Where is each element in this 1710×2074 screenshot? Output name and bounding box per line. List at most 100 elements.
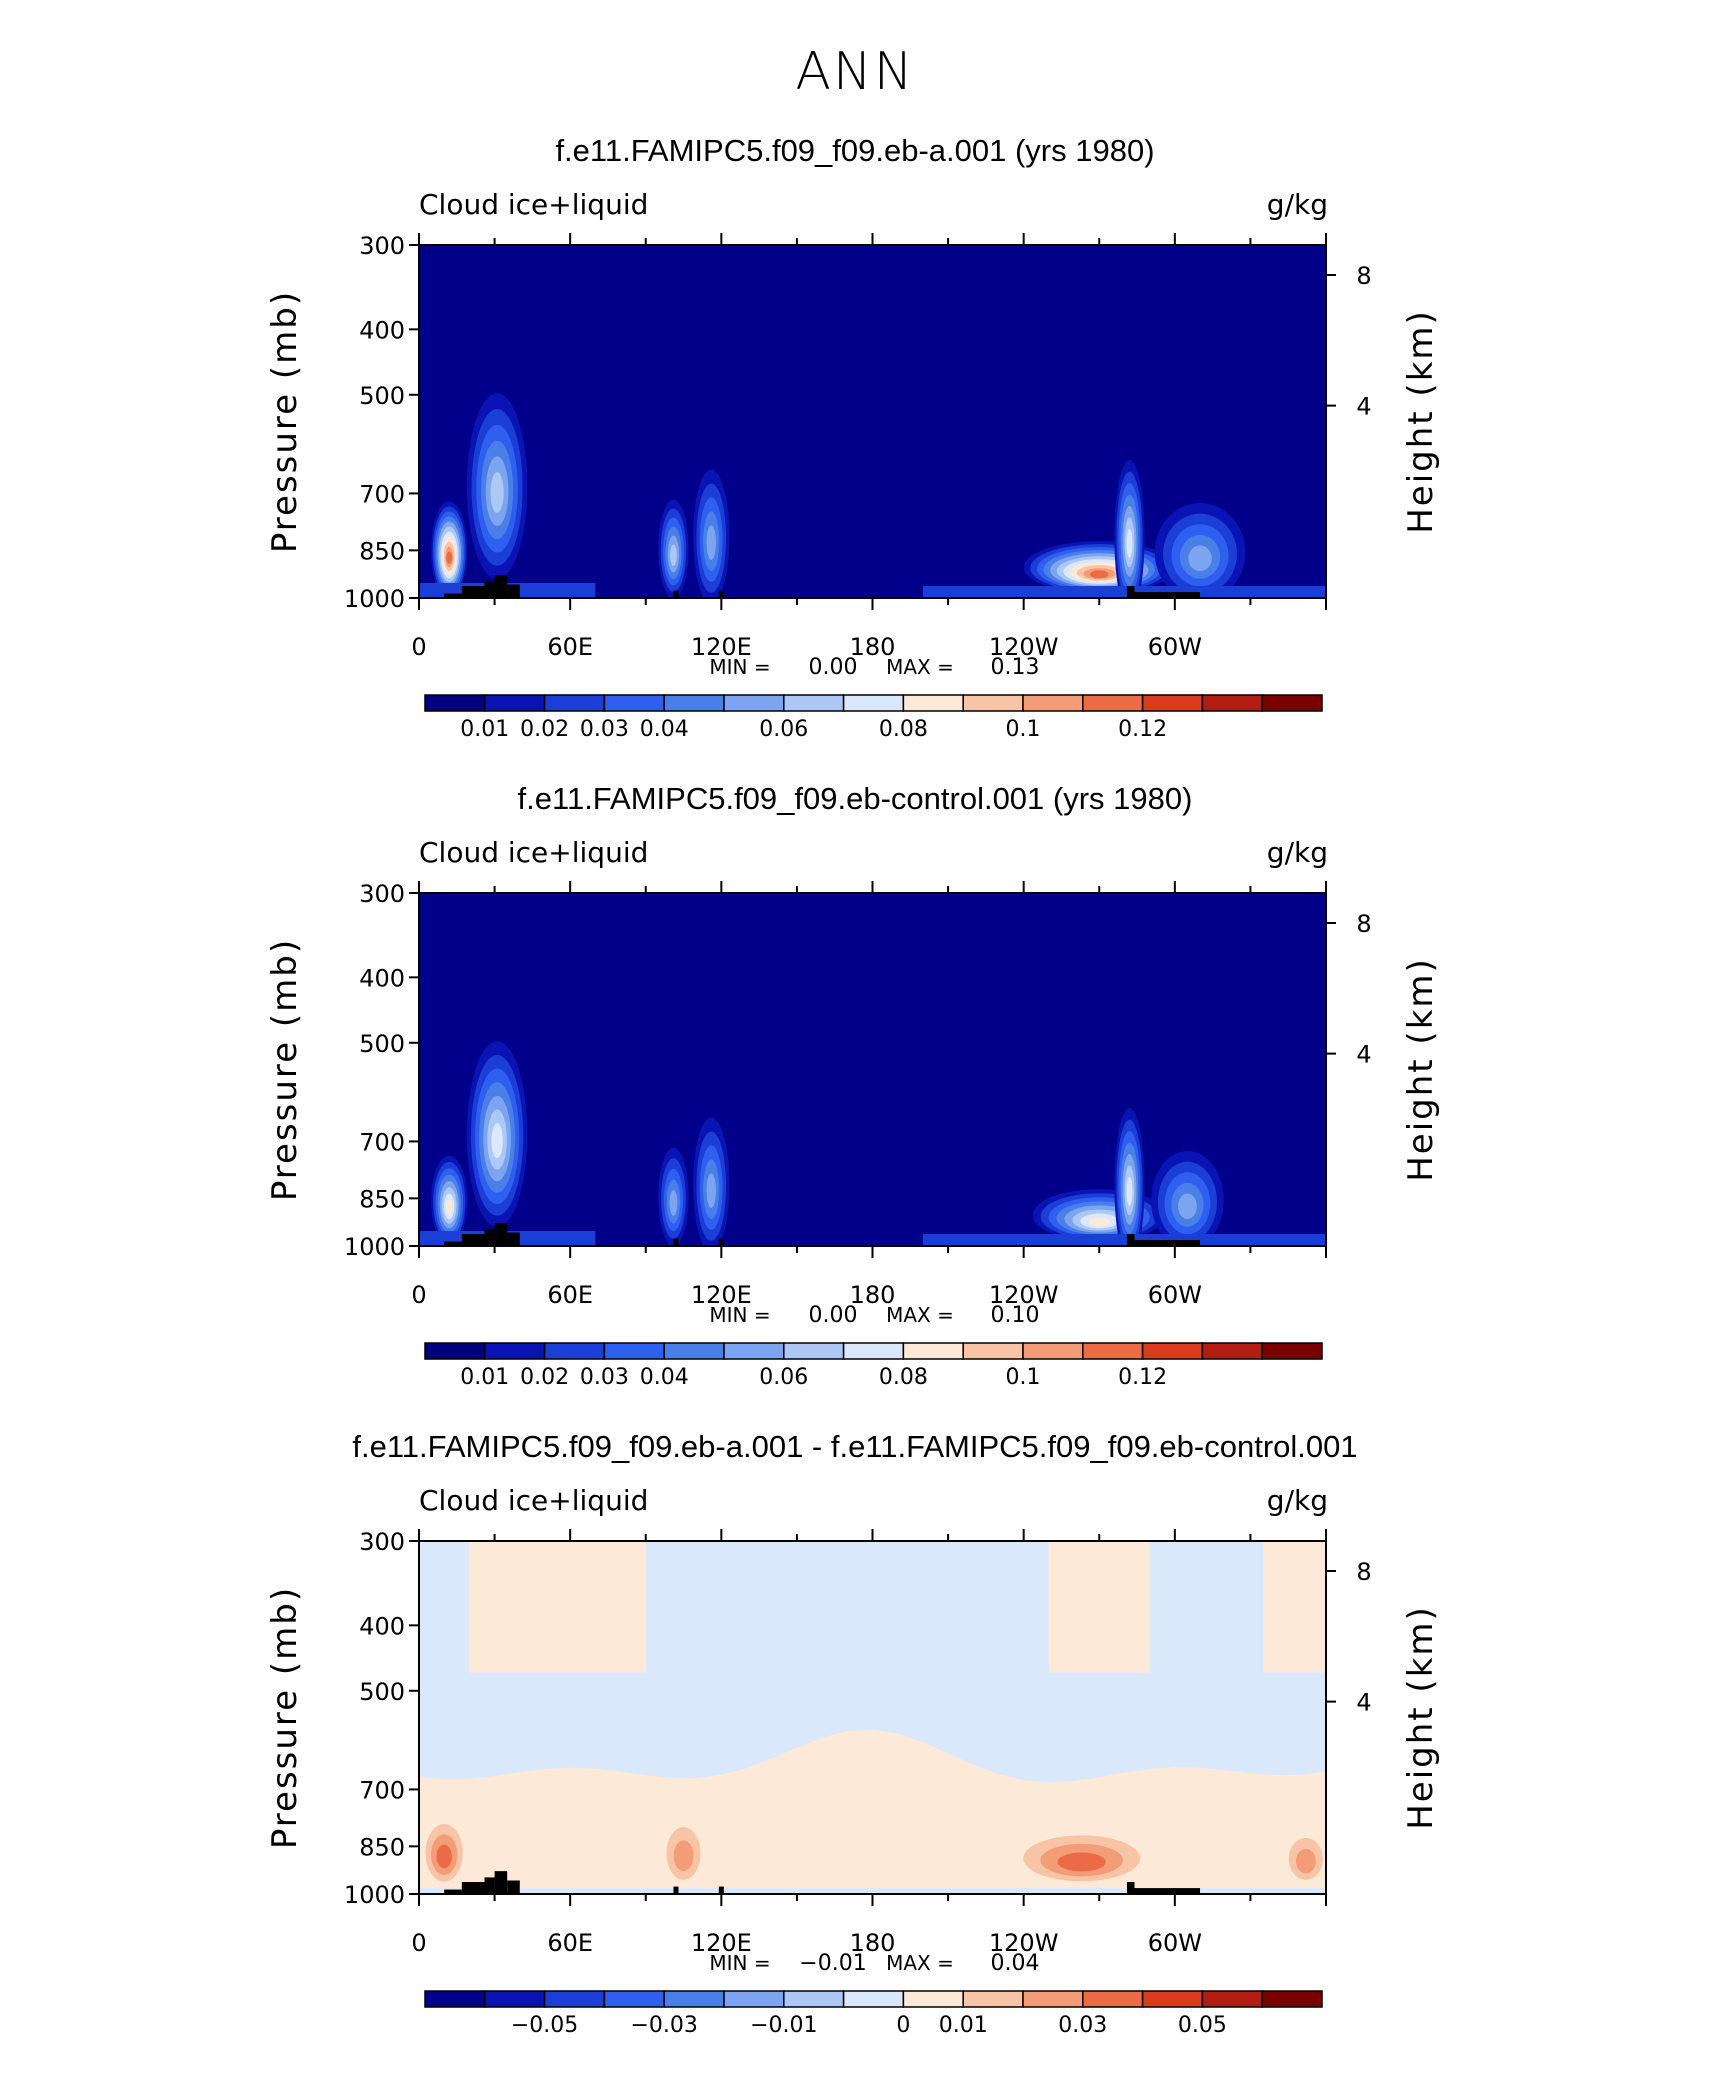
colorbar-swatch: [603, 1342, 665, 1360]
plot-area: [419, 1541, 1326, 1894]
y2-axis-label: Height (km): [1401, 957, 1441, 1182]
colorbar-swatch: [783, 694, 845, 712]
colorbar-swatch: [842, 1990, 905, 2008]
units-label: g/kg: [1267, 836, 1328, 869]
y-tick-label: 300: [359, 880, 405, 908]
stats-max-label: MAX =: [886, 655, 954, 679]
land-mask: [507, 1232, 520, 1246]
contour-level: [1178, 1193, 1197, 1220]
colorbar-swatch: [902, 694, 964, 712]
x-tick-label: 60W: [1148, 1929, 1202, 1957]
y-tick-label: 700: [359, 1128, 405, 1156]
colorbar-label: 0.1: [1006, 717, 1041, 742]
land-mask: [1126, 1882, 1135, 1894]
stats-min-value: 0.00: [809, 1303, 858, 1328]
variable-label: Cloud ice+liquid: [419, 836, 648, 869]
y-tick-label: 300: [359, 1528, 405, 1556]
y-axis-label: Pressure (mb): [265, 290, 305, 553]
chart-title: f.e11.FAMIPC5.f09_f09.eb-a.001 - f.e11.F…: [352, 1429, 1357, 1464]
colorbar-swatch: [484, 694, 546, 712]
colorbar-label: 0.03: [1058, 2013, 1107, 2038]
colorbar-swatch: [1022, 1990, 1084, 2008]
colorbar-swatch: [902, 1342, 964, 1360]
colorbar-swatch: [484, 1342, 546, 1360]
x-tick-label: 180: [850, 633, 896, 661]
data-feature: [431, 501, 468, 598]
colorbar-swatch: [962, 1342, 1024, 1360]
colorbar-swatch: [1261, 1342, 1323, 1360]
y-tick-label: 500: [359, 1678, 405, 1706]
colorbar-label: 0.1: [1006, 1365, 1041, 1390]
x-tick-label: 180: [850, 1929, 896, 1957]
contour-level: [1126, 528, 1133, 558]
chart-panel-2: f.e11.FAMIPC5.f09_f09.eb-control.001 (yr…: [265, 781, 1441, 1390]
land-mask: [718, 590, 724, 598]
land-mask: [718, 1238, 724, 1246]
land-mask: [461, 586, 485, 598]
land-mask: [673, 1238, 679, 1246]
data-feature: [466, 393, 528, 580]
land-mask: [1134, 1888, 1201, 1894]
y2-axis-label: Height (km): [1401, 309, 1441, 534]
data-feature: [1114, 460, 1145, 598]
y2-tick-label: 4: [1356, 1689, 1371, 1717]
colorbar-swatch: [962, 1990, 1024, 2008]
colorbar-swatch: [1261, 1990, 1323, 2008]
x-tick-label: 60W: [1148, 1281, 1202, 1309]
colorbar-swatch: [842, 1342, 905, 1360]
colorbar-swatch: [663, 694, 725, 712]
colorbar-swatch: [902, 1990, 964, 2008]
colorbar-swatch: [1082, 694, 1144, 712]
y-axis-label: Pressure (mb): [265, 1586, 305, 1849]
data-feature: [658, 499, 689, 598]
colorbar-swatch: [424, 694, 486, 712]
colorbar-swatch: [663, 1990, 725, 2008]
colorbar-label: 0.06: [759, 717, 808, 742]
land-mask: [507, 1880, 520, 1894]
colorbar-swatch: [1141, 694, 1204, 712]
data-feature: [466, 1041, 528, 1228]
colorbar-swatch: [603, 1990, 665, 2008]
colorbar-label: −0.03: [630, 2013, 697, 2038]
x-tick-label: 0: [411, 1281, 426, 1309]
colorbar-swatch: [962, 694, 1024, 712]
data-feature: [659, 1813, 708, 1889]
land-mask: [444, 1241, 462, 1246]
y2-tick-label: 8: [1356, 1558, 1371, 1586]
variable-label: Cloud ice+liquid: [419, 188, 648, 221]
land-mask: [1126, 586, 1135, 598]
colorbar-label: 0.08: [879, 1365, 928, 1390]
y-tick-label: 700: [359, 480, 405, 508]
page-title: ANN: [795, 42, 915, 102]
stats-min-label: MIN =: [709, 655, 770, 679]
y-tick-label: 1000: [344, 1881, 405, 1909]
colorbar-swatch: [723, 1990, 785, 2008]
variable-label: Cloud ice+liquid: [419, 1484, 648, 1517]
colorbar-label: 0.05: [1178, 2013, 1227, 2038]
colorbar-swatch: [424, 1990, 486, 2008]
y2-tick-label: 4: [1356, 393, 1371, 421]
colorbar-label: 0.12: [1118, 1365, 1167, 1390]
stats-max-label: MAX =: [886, 1951, 954, 1975]
contour-level: [436, 1844, 452, 1869]
stats-min-value: 0.00: [809, 655, 858, 680]
plot-area: [419, 245, 1326, 598]
y-tick-label: 300: [359, 232, 405, 260]
colorbar-swatch: [1261, 694, 1323, 712]
chart-panel-1: f.e11.FAMIPC5.f09_f09.eb-a.001 (yrs 1980…: [265, 133, 1441, 742]
land-mask: [461, 1234, 485, 1246]
colorbar-swatch: [1141, 1342, 1204, 1360]
colorbar-swatch: [723, 1342, 785, 1360]
contour-level: [1295, 1848, 1316, 1874]
colorbar-swatch: [484, 1990, 546, 2008]
colorbar-label: 0.04: [640, 1365, 689, 1390]
contour-level: [1057, 1852, 1106, 1872]
x-tick-label: 120E: [691, 1281, 752, 1309]
data-feature: [693, 469, 730, 598]
data-feature: [1154, 503, 1246, 598]
plot-area: [419, 893, 1326, 1246]
stats-max-value: 0.13: [991, 655, 1040, 680]
y-tick-label: 1000: [344, 1233, 405, 1261]
contour-level: [706, 525, 716, 560]
